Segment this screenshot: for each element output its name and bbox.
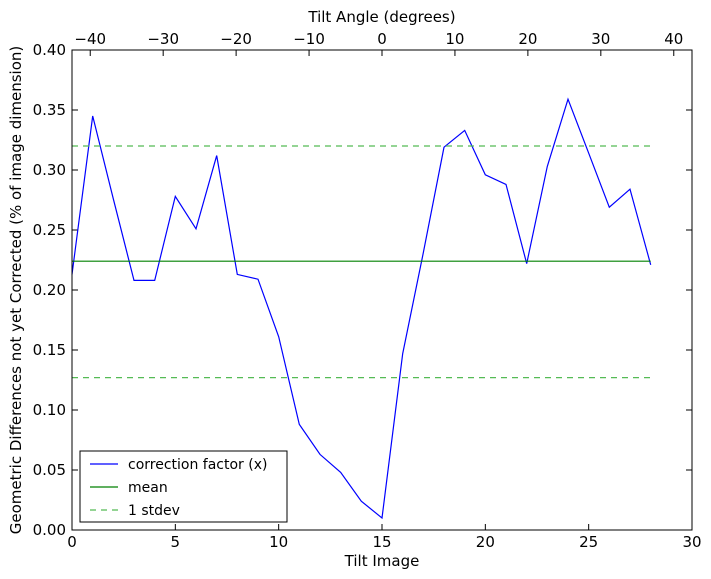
y-tick-label: 0.00 bbox=[33, 521, 66, 539]
x-tick-label: 25 bbox=[579, 533, 598, 551]
top-x-tick-label: −10 bbox=[293, 30, 325, 48]
y-tick-label: 0.40 bbox=[33, 41, 66, 59]
series-layer bbox=[71, 97, 652, 520]
top-x-tick-label: 40 bbox=[664, 30, 683, 48]
legend-label-mean: mean bbox=[128, 480, 168, 496]
y-tick-label: 0.30 bbox=[33, 161, 66, 179]
legend: correction factor (x) mean 1 stdev bbox=[79, 450, 288, 523]
top-x-tick-label: −30 bbox=[147, 30, 179, 48]
y-tick-label: 0.05 bbox=[33, 461, 66, 479]
x-tick-label: 20 bbox=[476, 533, 495, 551]
top-x-tick-label: −40 bbox=[74, 30, 106, 48]
ticks-layer: 0 5 10 15 20 25 30 0.00 0.05 0.10 0.15 0.20 0.25 0.30… bbox=[33, 30, 702, 551]
x-axis-title: Tilt Image bbox=[344, 552, 420, 570]
y-tick-label: 0.15 bbox=[33, 341, 66, 359]
y-tick-label: 0.20 bbox=[33, 281, 66, 299]
y-axis-title: Geometric Differences not yet Corrected … bbox=[7, 46, 25, 535]
legend-label-correction: correction factor (x) bbox=[128, 457, 267, 473]
top-x-tick-label: 30 bbox=[591, 30, 610, 48]
y-tick-label: 0.25 bbox=[33, 221, 66, 239]
x-tick-label: 5 bbox=[171, 533, 181, 551]
x-tick-label: 10 bbox=[269, 533, 288, 551]
top-x-tick-label: 10 bbox=[445, 30, 464, 48]
series-line-0 bbox=[71, 97, 652, 520]
x-tick-label: 15 bbox=[372, 533, 391, 551]
legend-label-stdev: 1 stdev bbox=[128, 503, 180, 519]
top-x-tick-label: −20 bbox=[220, 30, 252, 48]
plot-frame bbox=[71, 49, 693, 531]
x-tick-label: 30 bbox=[682, 533, 701, 551]
x-tick-label: 0 bbox=[67, 533, 77, 551]
y-tick-label: 0.35 bbox=[33, 101, 66, 119]
top-x-tick-label: 0 bbox=[377, 30, 387, 48]
top-x-tick-label: 20 bbox=[518, 30, 537, 48]
y-tick-label: 0.10 bbox=[33, 401, 66, 419]
top-x-axis-title: Tilt Angle (degrees) bbox=[307, 8, 455, 26]
